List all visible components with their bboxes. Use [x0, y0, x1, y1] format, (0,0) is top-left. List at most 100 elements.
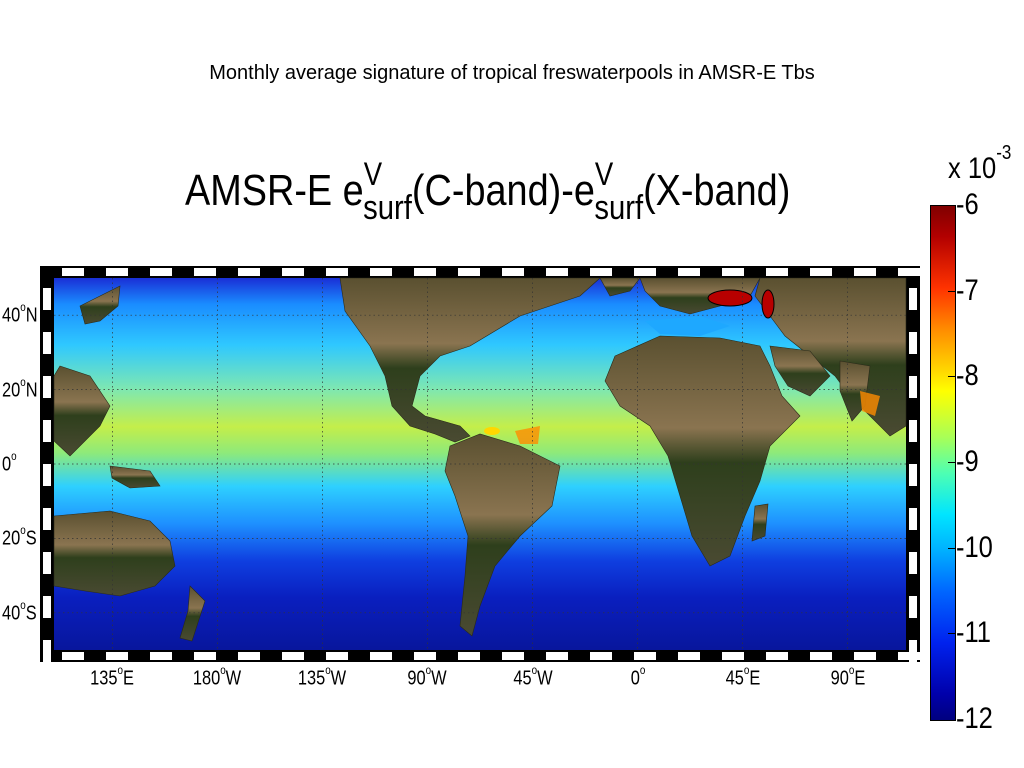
- degree-symbol: o: [20, 374, 26, 389]
- frame-stripe-bottom: [106, 652, 128, 660]
- frame-stripe-bottom: [546, 652, 568, 660]
- frame-stripe-bottom: [854, 652, 876, 660]
- frame-stripe-top: [722, 268, 744, 276]
- frame-stripe-right: [909, 552, 917, 574]
- frame-stripe-top: [854, 268, 876, 276]
- land-north-america: [339, 277, 601, 443]
- lat-label-degrees: 20: [2, 379, 21, 402]
- slide-title: Monthly average signature of tropical fr…: [209, 62, 815, 84]
- degree-symbol: o: [20, 523, 26, 538]
- frame-stripe-right: [909, 332, 917, 354]
- figure-title-middle: (C-band)-e: [411, 166, 595, 215]
- frame-stripe-top: [106, 268, 128, 276]
- lon-label-hemisphere: E: [123, 667, 135, 690]
- lat-label-degrees: 0: [2, 453, 12, 476]
- land-arabia: [769, 345, 831, 397]
- lon-label: 90oE: [815, 663, 881, 691]
- lat-label: 40oS: [2, 597, 37, 626]
- lon-label: 0o: [605, 663, 671, 691]
- lat-label-hemisphere: N: [25, 304, 38, 327]
- lon-label: 180oW: [185, 663, 251, 691]
- frame-stripe-top: [238, 268, 260, 276]
- figure-title-suffix: (X-band): [643, 166, 791, 215]
- colorbar-tick-mark: [948, 290, 955, 292]
- land-greenland: [599, 277, 641, 297]
- lon-label-degrees: 45: [725, 667, 744, 690]
- colorbar-tick-mark: [948, 633, 955, 635]
- figure-title: AMSR-E eVsurf(C-band)-eVsurf(X-band): [185, 156, 790, 250]
- frame-stripe-bottom: [62, 652, 84, 660]
- colorbar-tick-label: -11: [956, 616, 991, 650]
- frame-stripe-right: [909, 508, 917, 530]
- degree-symbol: o: [20, 300, 26, 315]
- frame-stripe-top: [546, 268, 568, 276]
- lat-label-hemisphere: S: [25, 528, 37, 551]
- land-madagascar: [751, 503, 769, 542]
- orinoco-plume: [484, 427, 500, 435]
- lat-label: 20oN: [2, 374, 38, 403]
- lat-label: 40oN: [2, 300, 38, 328]
- degree-symbol: o: [117, 663, 124, 677]
- colorbar-tick-label: -6: [956, 188, 979, 221]
- frame-stripe-top: [810, 268, 832, 276]
- frame-stripe-top: [766, 268, 788, 276]
- colorbar-tick-mark: [948, 547, 955, 549]
- colorbar: [930, 205, 956, 721]
- frame-stripe-bottom: [810, 652, 832, 660]
- land-australia: [53, 510, 176, 597]
- frame-stripe-left: [43, 508, 51, 530]
- lon-label: 45oW: [500, 663, 566, 691]
- lon-label-degrees: 135: [90, 667, 118, 690]
- colorbar-exponent-base: x 10: [948, 152, 997, 185]
- lon-label-degrees: 45: [512, 667, 532, 690]
- colorbar-tick-label: -9: [956, 445, 979, 478]
- frame-stripe-top: [414, 268, 436, 276]
- frame-stripe-top: [194, 268, 216, 276]
- lon-label-hemisphere: W: [431, 667, 448, 690]
- frame-stripe-bottom: [634, 652, 656, 660]
- frame-stripe-bottom: [370, 652, 392, 660]
- degree-symbol: o: [743, 663, 749, 677]
- frame-stripe-bottom: [194, 652, 216, 660]
- frame-stripe-bottom: [458, 652, 480, 660]
- lat-label-hemisphere: N: [25, 379, 38, 402]
- graticule: [54, 278, 906, 650]
- frame-stripe-bottom: [282, 652, 304, 660]
- lat-label-degrees: 40: [2, 602, 21, 625]
- frame-stripe-bottom: [326, 652, 348, 660]
- frame-stripe-left: [43, 596, 51, 618]
- frame-stripe-right: [909, 420, 917, 442]
- degree-symbol: o: [848, 663, 855, 677]
- lat-label-hemisphere: S: [25, 602, 37, 625]
- colorbar-tick-mark: [948, 462, 955, 463]
- land-africa: [604, 335, 801, 567]
- degree-symbol: o: [20, 597, 26, 612]
- frame-stripe-top: [458, 268, 480, 276]
- degree-symbol: o: [639, 663, 645, 677]
- frame-stripe-top: [502, 268, 524, 276]
- land-japan-korea: [79, 285, 121, 325]
- frame-stripe-top: [590, 268, 612, 276]
- lon-label-hemisphere: W: [331, 667, 347, 690]
- bay-of-bengal-plume: [860, 391, 880, 416]
- frame-stripe-top: [634, 268, 656, 276]
- degree-symbol: o: [426, 663, 432, 677]
- lon-label: 135oW: [290, 663, 356, 691]
- degree-symbol: o: [11, 449, 17, 463]
- colorbar-tick-mark: [948, 376, 955, 378]
- frame-stripe-bottom: [414, 652, 436, 660]
- frame-stripe-top: [370, 268, 392, 276]
- frame-stripe-bottom: [238, 652, 260, 660]
- land-new-guinea: [109, 465, 161, 489]
- lat-label-degrees: 20: [2, 528, 21, 551]
- frame-stripe-top: [898, 268, 920, 276]
- frame-stripe-top: [150, 268, 172, 276]
- lon-label-hemisphere: W: [536, 667, 553, 690]
- amazon-plume: [515, 426, 540, 444]
- frame-stripe-left: [43, 640, 51, 662]
- frame-stripe-right: [909, 596, 917, 618]
- lon-label-degrees: 90: [830, 667, 849, 690]
- frame-stripe-left: [43, 464, 51, 486]
- lon-label: 135oE: [80, 663, 146, 691]
- lon-label-hemisphere: E: [748, 667, 760, 690]
